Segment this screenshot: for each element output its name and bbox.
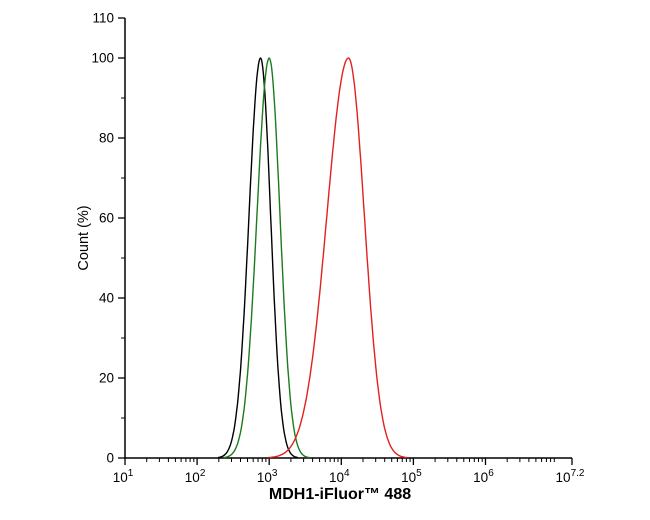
x-axis-label: MDH1-iFluor™ 488 xyxy=(268,486,412,503)
y-tick-label: 110 xyxy=(92,11,114,26)
y-tick-label: 100 xyxy=(91,51,114,66)
axis-lines xyxy=(124,18,572,459)
curve-mdh1-stained-red xyxy=(268,57,407,459)
x-tick-label: 104 xyxy=(329,468,350,485)
axes xyxy=(124,18,572,459)
x-tick-label: 107.2 xyxy=(556,468,585,485)
x-tick-label: 105 xyxy=(401,468,422,485)
y-tick-label: 60 xyxy=(99,211,114,226)
x-tick-label: 103 xyxy=(257,468,278,485)
y-tick-label: 0 xyxy=(106,451,114,466)
x-tick-label: 102 xyxy=(185,468,206,485)
y-tick-label: 80 xyxy=(99,131,114,146)
x-tick-label: 106 xyxy=(473,468,494,485)
x-tick-label: 101 xyxy=(113,468,134,485)
y-tick-label: 40 xyxy=(99,291,114,306)
histogram-curves xyxy=(217,57,407,459)
y-axis-label: Count (%) xyxy=(76,205,92,271)
axis-ticks xyxy=(118,17,573,465)
axis-tick-labels: 0 20 40 60 80 100 110 101 102 103 104 105 106 107.2 xyxy=(91,11,584,486)
curve-unlabelled-control-black xyxy=(217,57,299,459)
curve-isotype-control-green xyxy=(223,57,310,459)
y-tick-label: 20 xyxy=(99,371,114,386)
